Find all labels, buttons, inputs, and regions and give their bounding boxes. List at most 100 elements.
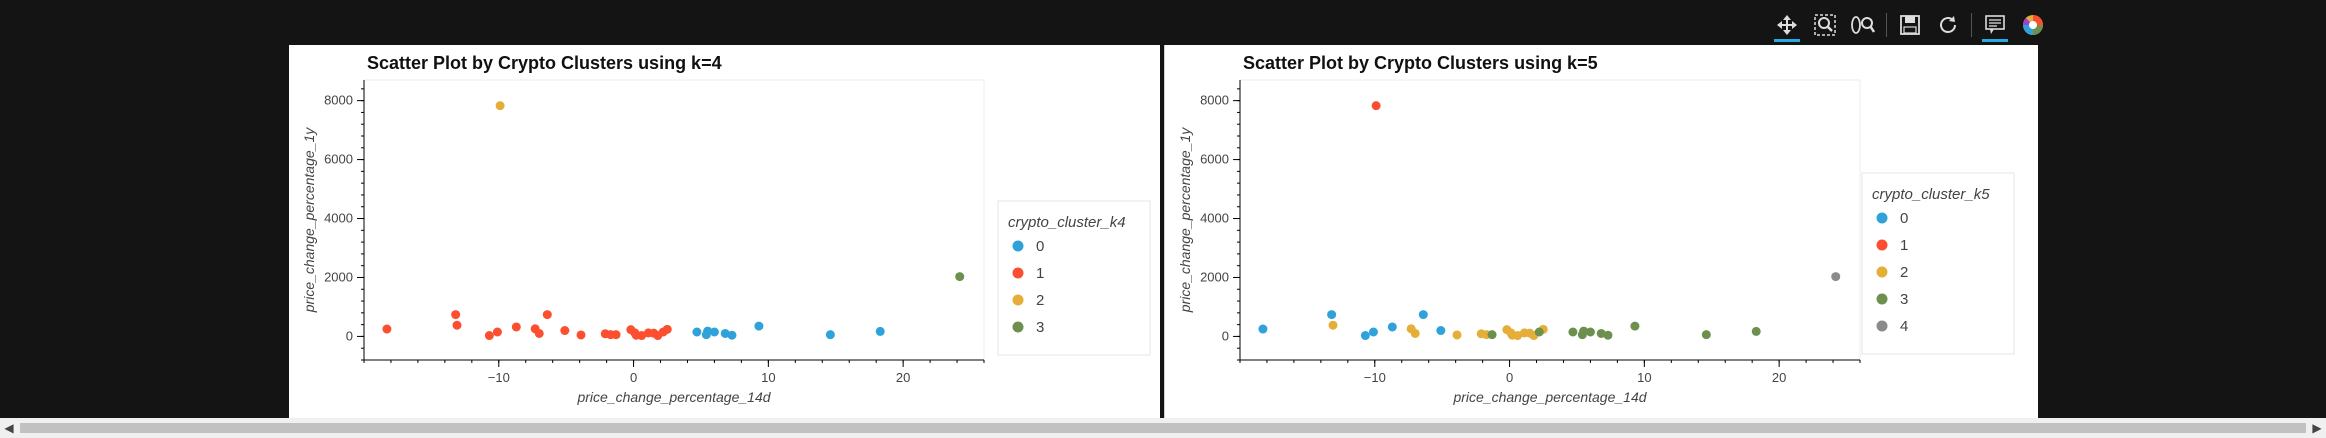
scatter-point xyxy=(1327,310,1337,320)
chart-panel-k5: Scatter Plot by Crypto Clusters using k=… xyxy=(1164,45,2038,418)
legend-marker xyxy=(1876,320,1888,332)
scatter-point xyxy=(611,330,621,340)
scatter-point xyxy=(1534,327,1544,337)
x-axis: −10 0 10 20 xyxy=(1239,359,1861,385)
scatter-point xyxy=(1368,327,1378,337)
scatter-point xyxy=(754,321,764,331)
scatter-point xyxy=(534,328,544,338)
chart-title: Scatter Plot by Crypto Clusters using k=… xyxy=(367,53,722,73)
scatter-chart-k5[interactable]: Scatter Plot by Crypto Clusters using k=… xyxy=(1165,45,2038,418)
x-tick-label: −10 xyxy=(488,370,510,385)
legend-marker xyxy=(1876,266,1888,278)
pan-icon xyxy=(1776,14,1798,36)
legend-marker xyxy=(1012,240,1024,252)
box-zoom-icon xyxy=(1814,14,1836,36)
scatter-points xyxy=(1258,101,1841,341)
legend-marker xyxy=(1876,212,1888,224)
scatter-point xyxy=(1360,331,1370,341)
scatter-point xyxy=(1371,101,1381,111)
chart-panel-k4: Scatter Plot by Crypto Clusters using k=… xyxy=(289,45,1160,418)
scatter-point xyxy=(1410,328,1420,338)
x-tick-label: 10 xyxy=(761,370,775,385)
reset-tool-button[interactable] xyxy=(1931,8,1965,42)
legend-title: crypto_cluster_k5 xyxy=(1872,186,1990,203)
legend-marker xyxy=(1012,267,1024,279)
scatter-point xyxy=(484,331,494,341)
scatter-point xyxy=(825,330,835,340)
scrollbar-thumb[interactable] xyxy=(20,423,2306,433)
legend-entry-label: 0 xyxy=(1036,238,1044,255)
legend: crypto_cluster_k5 0 1 2 3 4 xyxy=(1861,172,2015,355)
scatter-chart-k4[interactable]: Scatter Plot by Crypto Clusters using k=… xyxy=(289,45,1160,418)
scatter-point xyxy=(1328,320,1338,330)
y-tick-label: 8000 xyxy=(1200,93,1229,108)
scatter-point xyxy=(1630,321,1640,331)
scatter-point xyxy=(1487,330,1497,340)
legend: crypto_cluster_k4 0 1 2 3 xyxy=(997,200,1151,356)
y-tick-label: 4000 xyxy=(1200,211,1229,226)
save-icon xyxy=(1899,14,1921,36)
scatter-point xyxy=(1436,326,1446,336)
plot-toolbar xyxy=(1770,8,2050,42)
scatter-point xyxy=(495,101,505,111)
scatter-point xyxy=(637,331,647,341)
save-tool-button[interactable] xyxy=(1893,8,1927,42)
scroll-right-arrow-icon[interactable]: ▶ xyxy=(2312,421,2322,435)
x-tick-label: 0 xyxy=(630,370,637,385)
scatter-point xyxy=(701,330,711,340)
y-tick-label: 0 xyxy=(346,328,353,343)
legend-entry-label: 2 xyxy=(1036,292,1044,309)
scatter-point xyxy=(452,320,462,330)
scatter-point xyxy=(382,324,392,334)
legend-entry-label: 2 xyxy=(1900,264,1908,281)
scatter-point xyxy=(727,330,737,340)
y-tick-label: 2000 xyxy=(324,269,353,284)
chart-title: Scatter Plot by Crypto Clusters using k=… xyxy=(1243,53,1598,73)
legend-entry-label: 4 xyxy=(1900,318,1908,335)
y-axis-label: price_change_percentage_1y xyxy=(1177,127,1193,313)
y-tick-label: 4000 xyxy=(324,211,353,226)
scatter-point xyxy=(1452,330,1462,340)
bokeh-logo-tool-button[interactable] xyxy=(2016,8,2050,42)
legend-marker xyxy=(1012,294,1024,306)
x-axis-label: price_change_percentage_14d xyxy=(1452,389,1647,405)
scatter-point xyxy=(709,327,719,337)
scatter-point xyxy=(1568,327,1578,337)
y-axis: 0 2000 4000 6000 8000 xyxy=(324,80,365,361)
legend-title: crypto_cluster_k4 xyxy=(1008,214,1126,231)
hover-tool-button[interactable] xyxy=(1978,8,2012,42)
scatter-point xyxy=(1751,326,1761,336)
reset-icon xyxy=(1937,14,1959,36)
x-tick-label: −10 xyxy=(1364,370,1386,385)
y-tick-label: 2000 xyxy=(1200,269,1229,284)
wheel-zoom-icon xyxy=(1850,14,1876,36)
y-axis: 0 2000 4000 6000 8000 xyxy=(1200,80,1241,361)
scatter-point xyxy=(1585,327,1595,337)
scatter-points xyxy=(382,101,965,341)
scroll-left-arrow-icon[interactable]: ◀ xyxy=(4,421,14,435)
horizontal-scrollbar[interactable]: ◀ ▶ xyxy=(0,418,2326,438)
y-tick-label: 8000 xyxy=(324,93,353,108)
legend-box xyxy=(1861,172,2015,355)
scatter-point xyxy=(875,326,885,336)
scatter-point xyxy=(1831,272,1841,282)
legend-entry-label: 1 xyxy=(1036,265,1044,282)
wheel-zoom-tool-button[interactable] xyxy=(1846,8,1880,42)
scatter-point xyxy=(451,310,461,320)
scatter-point xyxy=(1603,330,1613,340)
y-tick-label: 6000 xyxy=(1200,152,1229,167)
box-zoom-tool-button[interactable] xyxy=(1808,8,1842,42)
x-axis: −10 0 10 20 xyxy=(363,359,985,385)
legend-marker xyxy=(1876,239,1888,251)
legend-marker xyxy=(1876,293,1888,305)
legend-entry-label: 0 xyxy=(1900,210,1908,227)
pan-tool-button[interactable] xyxy=(1770,8,1804,42)
scatter-point xyxy=(560,326,570,336)
scatter-point xyxy=(1701,330,1711,340)
x-tick-label: 0 xyxy=(1506,370,1513,385)
x-tick-label: 10 xyxy=(1637,370,1651,385)
x-axis-label: price_change_percentage_14d xyxy=(576,389,771,405)
x-tick-label: 20 xyxy=(896,370,910,385)
x-tick-label: 20 xyxy=(1772,370,1786,385)
scatter-point xyxy=(662,324,672,334)
